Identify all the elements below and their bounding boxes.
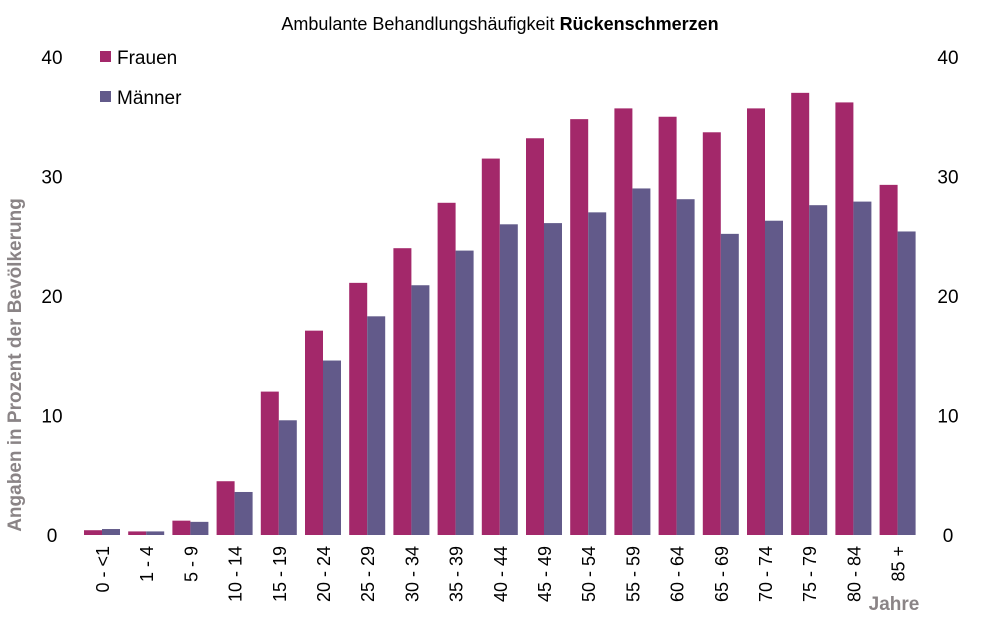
bar-m-nner	[632, 188, 651, 535]
bar-m-nner	[588, 212, 607, 535]
bar-frauen	[835, 102, 854, 535]
bar-frauen	[791, 92, 810, 535]
x-tick-label: 1 - 4	[137, 546, 157, 582]
legend-swatch	[100, 91, 111, 102]
bar-frauen	[702, 132, 721, 535]
bar-m-nner	[102, 529, 120, 535]
x-tick-label: 0 - <1	[93, 546, 113, 593]
bar-frauen	[570, 119, 589, 535]
x-tick-label: 25 - 29	[358, 546, 378, 602]
bar-frauen	[349, 282, 368, 535]
bar-frauen	[172, 520, 191, 535]
x-tick-label: 80 - 84	[844, 546, 864, 602]
x-tick-label: 45 - 49	[535, 546, 555, 602]
x-tick-label: 40 - 44	[491, 546, 511, 602]
legend-label: Männer	[117, 88, 182, 109]
bar-m-nner	[190, 521, 209, 535]
bar-frauen	[260, 391, 279, 535]
bars	[84, 92, 916, 536]
y-tick-label-left: 0	[47, 526, 58, 547]
bar-m-nner	[809, 205, 828, 535]
bar-frauen	[216, 481, 235, 535]
y-tick-label-left: 40	[41, 48, 62, 69]
legend: Frauen Männer	[100, 48, 182, 109]
bar-m-nner	[323, 360, 341, 535]
x-tick-label: 85 +	[889, 546, 909, 582]
bar-m-nner	[897, 231, 916, 535]
bar-frauen	[84, 530, 102, 535]
y-tick-label-left: 20	[41, 287, 62, 308]
x-tick-label: 60 - 64	[668, 546, 688, 602]
bar-frauen	[614, 108, 633, 535]
y-axis-label: Angaben in Prozent der Bevölkerung	[5, 198, 26, 532]
bar-frauen	[393, 248, 412, 535]
bar-m-nner	[278, 420, 297, 535]
x-tick-label: 70 - 74	[756, 546, 776, 602]
bar-m-nner	[720, 233, 739, 536]
chart-title-regular: Ambulante Behandlungshäufigkeit	[281, 14, 559, 34]
y-tick-label-right: 0	[943, 526, 954, 547]
chart-title: Ambulante Behandlungshäufigkeit Rückensc…	[281, 14, 718, 34]
x-axis-label: Jahre	[869, 594, 920, 615]
bar-frauen	[747, 108, 765, 535]
x-tick-label: 75 - 79	[800, 546, 820, 602]
bar-frauen	[481, 158, 500, 535]
y-tick-label-left: 10	[41, 407, 62, 428]
bar-m-nner	[146, 531, 165, 535]
bar-m-nner	[234, 491, 253, 535]
x-tick-label: 50 - 54	[579, 546, 599, 602]
x-tick-label: 5 - 9	[181, 546, 201, 582]
legend-label: Frauen	[117, 48, 177, 69]
x-tick-label: 20 - 24	[314, 546, 334, 602]
x-tick-label: 55 - 59	[623, 546, 643, 602]
x-tick-label: 30 - 34	[402, 546, 422, 602]
legend-swatch	[100, 51, 111, 62]
x-tick-label: 15 - 19	[270, 546, 290, 602]
y-axis-left: 0 10 20 30 40	[41, 48, 62, 547]
x-tick-label: 35 - 39	[447, 546, 467, 602]
bar-m-nner	[455, 250, 474, 535]
bar-m-nner	[544, 223, 562, 536]
x-tick-label: 10 - 14	[226, 546, 246, 602]
bar-frauen	[526, 138, 544, 535]
y-tick-label-right: 20	[937, 287, 958, 308]
bar-m-nner	[676, 199, 695, 535]
bar-m-nner	[853, 201, 872, 535]
y-tick-label-right: 30	[937, 168, 958, 189]
bar-m-nner	[765, 220, 783, 535]
bar-frauen	[305, 330, 323, 535]
bar-frauen	[658, 116, 677, 535]
x-axis: 0 - <1 1 - 4 5 - 9 10 - 14 15 - 19 20 - 24 25 …	[93, 546, 909, 602]
bar-m-nner	[367, 316, 386, 535]
y-tick-label-right: 10	[937, 407, 958, 428]
bar-frauen	[128, 531, 147, 535]
bar-m-nner	[499, 224, 518, 536]
bar-frauen	[437, 202, 456, 536]
chart-title-bold: Rückenschmerzen	[560, 14, 719, 34]
y-tick-label-left: 30	[41, 168, 62, 189]
x-tick-label: 65 - 69	[712, 546, 732, 602]
bar-m-nner	[411, 285, 430, 535]
bar-frauen	[879, 184, 898, 536]
y-tick-label-right: 40	[937, 48, 958, 69]
y-axis-right: 0 10 20 30 40	[937, 48, 958, 547]
